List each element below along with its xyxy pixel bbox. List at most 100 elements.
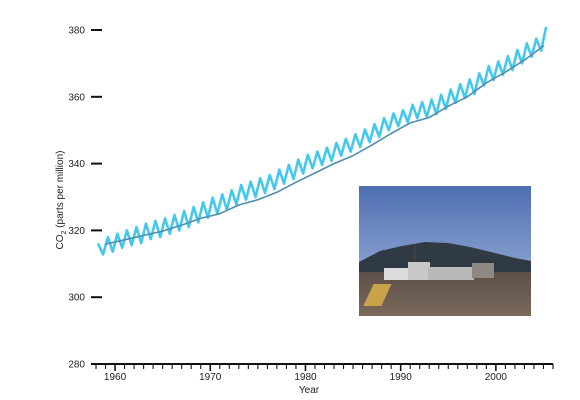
data-point bbox=[469, 79, 471, 81]
data-point bbox=[524, 59, 526, 61]
data-point bbox=[402, 109, 404, 111]
data-point bbox=[440, 94, 442, 96]
data-point bbox=[485, 82, 487, 84]
y-tick-label: 320 bbox=[68, 226, 85, 237]
data-point bbox=[131, 244, 133, 246]
photo-building-3 bbox=[428, 267, 474, 280]
data-point bbox=[326, 147, 328, 149]
data-point bbox=[450, 89, 452, 91]
data-point bbox=[245, 199, 247, 201]
photo-building-4 bbox=[472, 263, 494, 278]
data-point bbox=[288, 164, 290, 166]
data-point bbox=[331, 160, 333, 162]
x-tick-label: 1960 bbox=[104, 372, 127, 383]
data-point bbox=[112, 251, 114, 253]
data-point bbox=[302, 173, 304, 175]
data-point bbox=[143, 235, 145, 237]
data-point bbox=[102, 254, 104, 256]
x-tick-label: 1970 bbox=[199, 372, 222, 383]
data-point bbox=[355, 133, 357, 135]
data-point bbox=[107, 236, 109, 238]
data-point bbox=[431, 99, 433, 101]
data-point bbox=[169, 233, 171, 235]
data-point bbox=[312, 167, 314, 169]
x-tick-label: 1980 bbox=[294, 372, 317, 383]
data-point bbox=[333, 163, 335, 165]
y-tick-label: 300 bbox=[68, 293, 85, 304]
data-point bbox=[378, 136, 380, 138]
data-point bbox=[359, 146, 361, 148]
data-point bbox=[295, 181, 297, 183]
y-axis: 280 300 320 340 360 380 CO2 (parts per million… bbox=[55, 26, 102, 371]
data-point bbox=[202, 201, 204, 203]
data-point bbox=[264, 192, 266, 194]
data-point bbox=[124, 239, 126, 241]
data-point bbox=[507, 55, 509, 57]
data-point bbox=[269, 174, 271, 176]
data-point bbox=[397, 125, 399, 127]
data-point bbox=[369, 141, 371, 143]
data-point bbox=[350, 151, 352, 153]
data-point bbox=[316, 151, 318, 153]
data-point bbox=[219, 213, 221, 215]
data-point bbox=[174, 214, 176, 216]
data-point bbox=[545, 27, 547, 29]
data-point bbox=[540, 50, 542, 52]
data-point bbox=[512, 69, 514, 71]
data-point bbox=[488, 65, 490, 67]
data-point bbox=[345, 138, 347, 140]
data-point bbox=[409, 122, 411, 124]
data-point bbox=[193, 206, 195, 208]
data-point bbox=[159, 236, 161, 238]
data-point bbox=[240, 184, 242, 186]
data-point bbox=[393, 113, 395, 115]
photo-walkway bbox=[363, 284, 392, 306]
data-point bbox=[478, 73, 480, 75]
y-tick-label: 340 bbox=[68, 159, 85, 170]
data-point bbox=[383, 117, 385, 119]
data-point bbox=[412, 104, 414, 106]
data-point bbox=[117, 233, 119, 235]
data-point bbox=[121, 247, 123, 249]
data-point bbox=[283, 183, 285, 185]
data-point bbox=[416, 117, 418, 119]
y-tick-label: 360 bbox=[68, 92, 85, 103]
data-point bbox=[297, 159, 299, 161]
data-point bbox=[150, 238, 152, 240]
x-axis-label: Year bbox=[299, 385, 320, 396]
data-point bbox=[250, 181, 252, 183]
data-point bbox=[181, 224, 183, 226]
y-tick-label: 280 bbox=[68, 360, 85, 371]
data-point bbox=[162, 230, 164, 232]
photo-building-2 bbox=[408, 262, 430, 280]
data-point bbox=[352, 155, 354, 157]
y-tick-label: 380 bbox=[68, 26, 85, 37]
data-point bbox=[255, 196, 257, 198]
series-line-trend bbox=[104, 45, 545, 245]
data-point bbox=[340, 155, 342, 157]
data-point bbox=[155, 220, 157, 222]
data-point bbox=[188, 226, 190, 228]
data-point bbox=[140, 242, 142, 244]
data-point bbox=[336, 142, 338, 144]
data-point bbox=[407, 121, 409, 123]
data-point bbox=[428, 117, 430, 119]
data-point bbox=[212, 197, 214, 199]
photo-building-1 bbox=[384, 268, 410, 280]
data-point bbox=[259, 177, 261, 179]
y-axis-label: CO2 (parts per million) bbox=[55, 151, 68, 250]
data-point bbox=[374, 123, 376, 125]
data-point bbox=[390, 133, 392, 135]
data-point bbox=[371, 144, 373, 146]
data-point bbox=[388, 129, 390, 131]
x-tick-label: 2000 bbox=[485, 372, 508, 383]
data-point bbox=[516, 49, 518, 51]
data-point bbox=[136, 226, 138, 228]
data-point bbox=[257, 199, 259, 201]
data-point bbox=[504, 71, 506, 73]
series-layer bbox=[97, 26, 548, 256]
data-point bbox=[321, 164, 323, 166]
series-line-seasonal bbox=[97, 26, 548, 256]
x-axis: 1960 1970 1980 1990 2000 Year bbox=[95, 363, 554, 396]
